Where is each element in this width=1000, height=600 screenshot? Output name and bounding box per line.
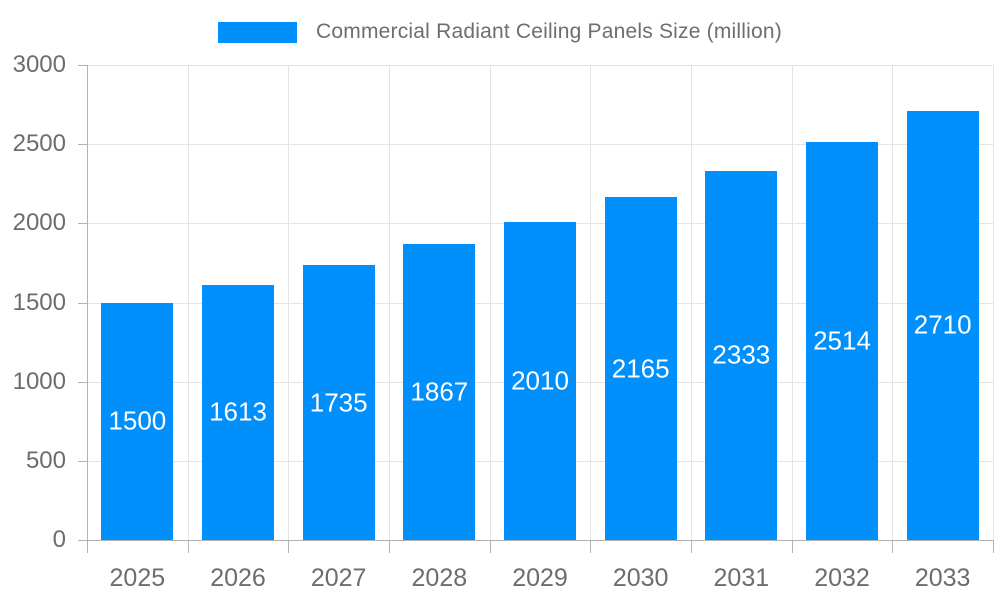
bar-value-label: 1613 xyxy=(209,396,267,427)
x-axis-label: 2026 xyxy=(210,564,266,592)
bar-value-label: 1500 xyxy=(108,405,167,436)
y-axis-tick xyxy=(78,144,87,146)
x-axis-label: 2031 xyxy=(713,564,770,592)
x-axis-tick xyxy=(791,540,793,553)
x-gridline xyxy=(389,65,390,540)
y-gridline xyxy=(87,65,993,66)
bar[interactable] xyxy=(806,141,878,540)
x-gridline xyxy=(590,65,592,540)
x-axis-label: 2032 xyxy=(814,564,870,592)
x-axis-tick xyxy=(389,540,390,553)
x-gridline xyxy=(187,65,189,540)
y-axis-tick xyxy=(78,302,87,304)
bar[interactable] xyxy=(202,284,274,540)
y-axis-tick xyxy=(78,381,87,383)
bar[interactable] xyxy=(705,170,778,540)
x-axis-line xyxy=(78,540,993,541)
y-axis-tick xyxy=(78,223,87,225)
x-axis-label: 2033 xyxy=(914,564,971,592)
x-axis-label: 2027 xyxy=(310,564,367,592)
y-axis-tick xyxy=(78,65,87,66)
x-gridline xyxy=(691,65,692,540)
x-axis-tick xyxy=(993,540,994,553)
legend-swatch xyxy=(218,21,298,43)
x-axis-tick xyxy=(187,540,189,553)
x-axis-label: 2030 xyxy=(612,564,669,592)
x-axis-label: 2028 xyxy=(411,564,468,592)
x-gridline xyxy=(892,65,894,540)
x-gridline xyxy=(489,65,491,540)
bar-value-label: 2010 xyxy=(511,365,569,396)
bar[interactable] xyxy=(302,265,375,540)
x-axis-tick xyxy=(288,540,290,553)
legend-label: Commercial Radiant Ceiling Panels Size (… xyxy=(316,20,782,43)
bar-value-label: 2165 xyxy=(611,353,670,384)
y-axis-label: 0 xyxy=(52,526,66,553)
bar-value-label: 2514 xyxy=(813,325,871,356)
x-gridline xyxy=(791,65,793,540)
y-axis-label: 2000 xyxy=(12,209,66,237)
bar[interactable] xyxy=(101,302,174,540)
x-axis-label: 2025 xyxy=(109,564,166,592)
bar-value-label: 2710 xyxy=(913,309,972,340)
y-axis-label: 1500 xyxy=(12,288,66,316)
bar[interactable] xyxy=(604,197,677,540)
y-gridline xyxy=(87,144,993,146)
bar-value-label: 2333 xyxy=(712,339,771,370)
legend-item[interactable]: Commercial Radiant Ceiling Panels Size (… xyxy=(0,20,1000,44)
x-gridline xyxy=(993,65,994,540)
y-axis-label: 3000 xyxy=(12,51,66,78)
y-axis-label: 500 xyxy=(25,446,66,474)
bar[interactable] xyxy=(504,221,576,540)
bar-value-label: 1735 xyxy=(309,387,368,418)
x-axis-tick xyxy=(489,540,491,553)
x-axis-tick xyxy=(892,540,894,553)
x-axis-tick xyxy=(691,540,692,553)
x-axis-label: 2029 xyxy=(512,564,568,592)
y-axis-label: 2500 xyxy=(12,130,66,158)
x-gridline xyxy=(288,65,290,540)
x-axis-tick xyxy=(590,540,592,553)
y-axis-label: 1000 xyxy=(12,367,66,395)
bar[interactable] xyxy=(403,244,476,540)
bar[interactable] xyxy=(906,110,979,540)
bar-value-label: 1867 xyxy=(410,376,469,407)
y-axis-tick xyxy=(78,460,87,462)
y-axis-line xyxy=(87,65,88,553)
